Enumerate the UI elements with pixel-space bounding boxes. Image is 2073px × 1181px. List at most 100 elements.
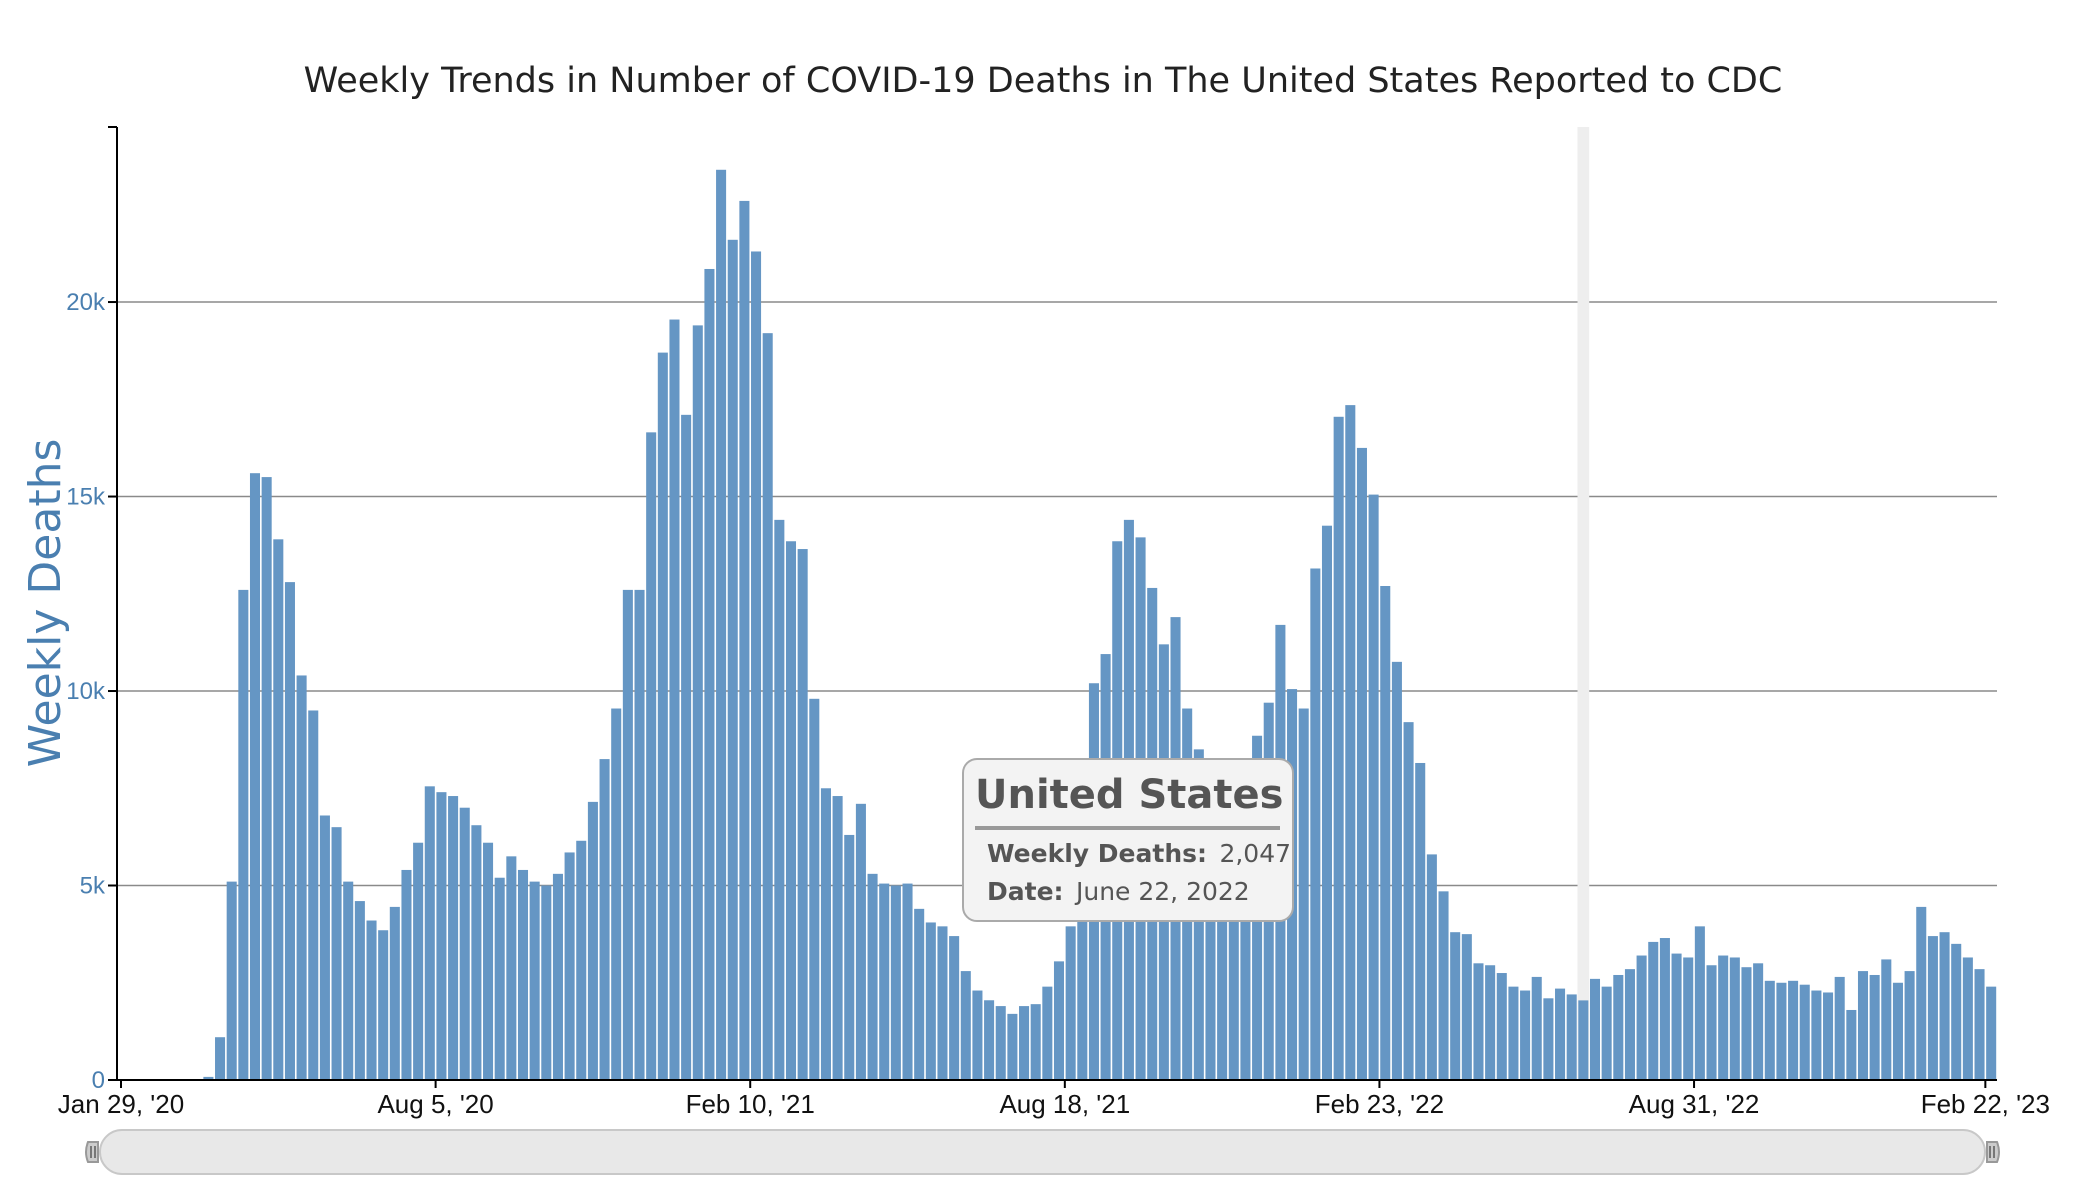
bar-week-25[interactable] <box>413 842 424 1080</box>
bar-week-133[interactable] <box>1671 953 1682 1080</box>
bar-week-79[interactable] <box>1042 986 1053 1080</box>
bar-week-13[interactable] <box>273 539 284 1080</box>
bar-week-103[interactable] <box>1321 525 1333 1080</box>
bar-week-143[interactable] <box>1788 980 1799 1080</box>
bar-week-113[interactable] <box>1438 891 1449 1080</box>
bar-week-59[interactable] <box>809 698 820 1080</box>
bar-week-110[interactable] <box>1403 722 1414 1080</box>
bar-week-30[interactable] <box>471 825 482 1080</box>
bar-week-11[interactable] <box>249 473 261 1080</box>
bar-week-96[interactable] <box>1240 772 1251 1080</box>
bar-week-16[interactable] <box>308 710 319 1080</box>
bar-week-52[interactable] <box>727 239 738 1081</box>
bar-week-68[interactable] <box>914 908 925 1080</box>
bar-week-14[interactable] <box>284 582 295 1080</box>
bar-week-151[interactable] <box>1881 959 1892 1080</box>
bar-week-61[interactable] <box>832 796 843 1080</box>
bar-week-112[interactable] <box>1426 854 1437 1080</box>
bar-week-54[interactable] <box>751 251 762 1081</box>
bar-week-23[interactable] <box>389 906 400 1080</box>
bar-week-129[interactable] <box>1624 969 1635 1080</box>
bar-week-29[interactable] <box>459 807 470 1080</box>
bar-week-46[interactable] <box>657 352 668 1080</box>
bar-week-148[interactable] <box>1846 1009 1857 1080</box>
bar-week-62[interactable] <box>844 834 855 1080</box>
bar-week-15[interactable] <box>296 675 307 1080</box>
bar-week-74[interactable] <box>984 1000 995 1080</box>
bar-week-149[interactable] <box>1857 971 1869 1080</box>
bar-week-12[interactable] <box>261 477 272 1081</box>
bar-week-118[interactable] <box>1496 973 1507 1080</box>
bar-week-27[interactable] <box>436 792 447 1080</box>
bar-week-53[interactable] <box>739 200 750 1080</box>
bar-week-105[interactable] <box>1345 405 1356 1080</box>
bar-week-102[interactable] <box>1310 568 1321 1080</box>
bar-week-156[interactable] <box>1939 932 1950 1080</box>
bar-week-159[interactable] <box>1974 969 1985 1080</box>
bar-week-127[interactable] <box>1601 986 1612 1080</box>
bar-week-131[interactable] <box>1648 941 1659 1080</box>
bar-week-33[interactable] <box>506 856 517 1080</box>
bar-week-117[interactable] <box>1485 965 1496 1080</box>
bar-week-21[interactable] <box>366 920 377 1080</box>
bar-week-147[interactable] <box>1834 976 1845 1080</box>
bar-week-26[interactable] <box>424 786 435 1080</box>
bar-week-77[interactable] <box>1019 1006 1030 1080</box>
bar-week-126[interactable] <box>1589 978 1601 1080</box>
bar-week-50[interactable] <box>704 268 715 1081</box>
bar-week-128[interactable] <box>1613 974 1624 1080</box>
bar-week-82[interactable] <box>1077 776 1088 1080</box>
bar-week-153[interactable] <box>1904 971 1915 1080</box>
bar-week-101[interactable] <box>1298 708 1309 1080</box>
bar-week-40[interactable] <box>587 801 598 1080</box>
bar-week-78[interactable] <box>1030 1004 1041 1080</box>
bar-week-34[interactable] <box>517 869 529 1080</box>
bar-week-60[interactable] <box>820 788 831 1080</box>
bar-week-22[interactable] <box>378 930 389 1080</box>
bar-week-48[interactable] <box>681 414 692 1081</box>
bar-week-17[interactable] <box>319 815 330 1080</box>
bar-week-55[interactable] <box>762 333 773 1080</box>
bar-week-32[interactable] <box>494 877 505 1080</box>
bar-week-18[interactable] <box>331 827 342 1080</box>
bar-week-64[interactable] <box>867 873 878 1080</box>
bar-week-66[interactable] <box>890 885 901 1080</box>
bar-week-63[interactable] <box>855 803 866 1080</box>
bar-week-121[interactable] <box>1531 976 1542 1080</box>
bar-week-107[interactable] <box>1368 494 1379 1081</box>
bar-week-10[interactable] <box>238 589 249 1080</box>
bar-week-24[interactable] <box>401 869 412 1080</box>
bar-week-94[interactable] <box>1217 792 1228 1080</box>
bar-week-139[interactable] <box>1741 967 1752 1080</box>
bar-week-140[interactable] <box>1753 963 1764 1080</box>
bar-week-39[interactable] <box>576 840 587 1080</box>
bar-week-154[interactable] <box>1916 906 1927 1080</box>
range-slider-left-handle[interactable] <box>85 1141 99 1163</box>
bar-week-28[interactable] <box>448 796 459 1080</box>
range-slider[interactable] <box>85 1129 2000 1175</box>
bar-week-130[interactable] <box>1636 955 1647 1080</box>
bar-week-36[interactable] <box>541 885 552 1080</box>
bar-week-43[interactable] <box>622 589 633 1080</box>
bar-week-137[interactable] <box>1718 955 1729 1080</box>
bar-week-51[interactable] <box>716 169 727 1081</box>
bar-week-109[interactable] <box>1391 661 1402 1080</box>
bar-week-134[interactable] <box>1683 957 1694 1080</box>
bar-week-75[interactable] <box>995 1006 1006 1080</box>
bar-week-49[interactable] <box>692 325 703 1080</box>
bar-week-58[interactable] <box>797 549 808 1080</box>
bar-week-114[interactable] <box>1450 932 1461 1080</box>
bars[interactable] <box>203 169 1997 1081</box>
bar-week-146[interactable] <box>1823 992 1834 1080</box>
bar-week-73[interactable] <box>972 990 983 1080</box>
bar-week-119[interactable] <box>1508 986 1519 1080</box>
bar-week-136[interactable] <box>1706 965 1717 1080</box>
bar-week-152[interactable] <box>1892 982 1903 1080</box>
bar-week-104[interactable] <box>1333 416 1344 1080</box>
bar-week-138[interactable] <box>1729 957 1740 1080</box>
bar-week-70[interactable] <box>937 926 948 1080</box>
bar-week-80[interactable] <box>1053 961 1065 1080</box>
bar-week-37[interactable] <box>552 873 563 1080</box>
bar-week-95[interactable] <box>1228 796 1239 1080</box>
bar-week-35[interactable] <box>529 881 540 1080</box>
